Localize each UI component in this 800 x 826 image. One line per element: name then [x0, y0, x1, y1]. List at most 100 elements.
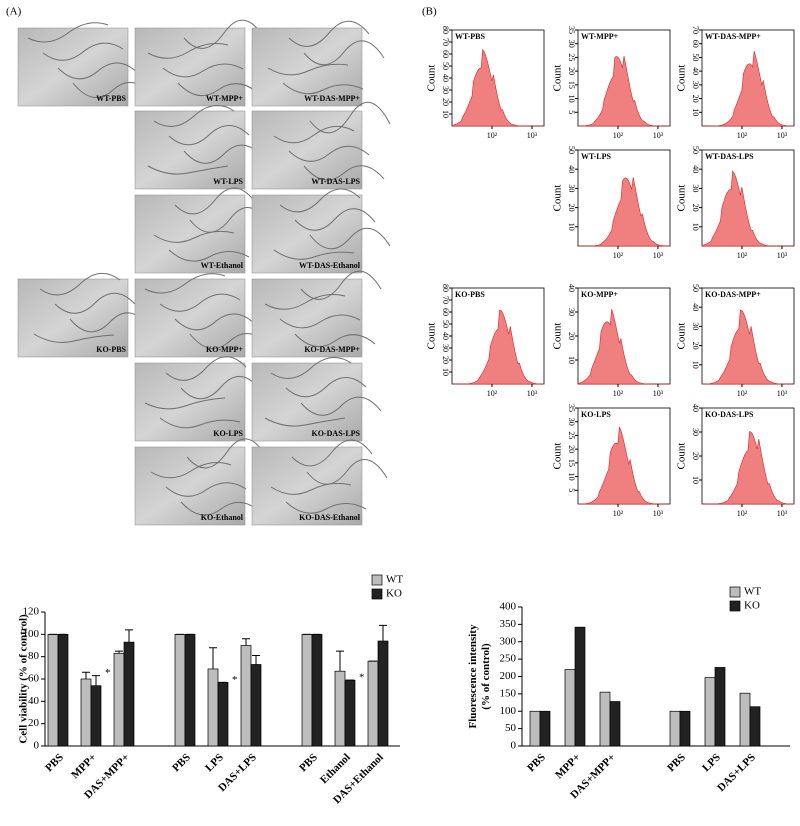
micrograph: [251, 362, 363, 442]
x-tick-label: 10²: [613, 131, 624, 140]
x-tick-label: MPP+: [69, 751, 99, 781]
bar: [334, 670, 346, 747]
histogram-area: [577, 55, 671, 127]
y-tick-label: 5: [567, 110, 576, 114]
y-tick-label: 20: [28, 717, 40, 729]
cell-outline: [288, 145, 370, 162]
micrograph-label: KO-MPP+: [206, 345, 243, 354]
cell-outline: [168, 125, 250, 146]
bar: [301, 633, 313, 747]
x-tick-label: DAS+LPS: [715, 751, 758, 794]
legend-label: KO: [386, 588, 402, 600]
bar: [207, 668, 219, 747]
histogram-label: KO-DAS-LPS: [705, 410, 754, 419]
y-tick-label: 10: [691, 223, 700, 231]
bar: [80, 678, 92, 747]
cell-outline: [174, 313, 256, 331]
y-axis-label: Count: [676, 323, 688, 350]
cell-outline: [27, 22, 109, 43]
x-tick-label: 10³: [777, 251, 788, 260]
y-tick-label: 20: [567, 67, 576, 75]
y-tick-label: 25: [567, 431, 576, 439]
y-tick-label: 60: [691, 40, 700, 48]
cell-outline: [180, 376, 262, 400]
histogram-label: WT-DAS-LPS: [705, 152, 754, 161]
x-tick-label: 10³: [653, 509, 664, 518]
micrograph-label: KO-Ethanol: [201, 513, 244, 522]
y-tick-label: 15: [567, 81, 576, 89]
x-tick-label: 10³: [527, 389, 538, 398]
cell-outline: [54, 292, 136, 314]
y-tick-label: 30: [441, 344, 450, 352]
micrograph-label: KO-LPS: [213, 429, 243, 438]
bar: [609, 701, 621, 747]
cell-outline: [39, 273, 121, 296]
y-tick-label: 30: [567, 418, 576, 426]
cell-outline: [291, 439, 373, 467]
bar: [123, 641, 135, 747]
y-tick-label: 50: [567, 146, 576, 154]
y-tick-label: 0: [511, 740, 517, 752]
cell-outline: [294, 208, 376, 231]
y-tick-label: 70: [691, 26, 700, 34]
legend-label: WT: [744, 586, 761, 598]
micrograph: [17, 278, 129, 358]
micrograph-label: WT-DAS-MPP+: [304, 94, 360, 103]
micrograph-label: WT-MPP+: [206, 94, 244, 103]
y-axis-label: Count: [552, 185, 564, 212]
y-tick-label: 35: [567, 26, 576, 34]
y-tick-label: 40: [691, 165, 700, 173]
y-tick-label: 40: [691, 303, 700, 311]
cell-outline: [309, 101, 391, 134]
y-tick-label: 30: [567, 184, 576, 192]
cell-outline: [300, 396, 382, 416]
y-tick-label: 20: [691, 452, 700, 460]
micrograph-label: WT-DAS-LPS: [311, 177, 360, 186]
x-tick-label: 10²: [613, 389, 624, 398]
y-tick-label: 100: [23, 628, 40, 640]
cell-outline: [300, 270, 382, 300]
bar: [529, 710, 541, 747]
y-tick-label: 60: [441, 50, 450, 58]
panel-a-label: (A): [6, 6, 22, 18]
cell-outline: [273, 249, 355, 260]
x-tick-label: 10³: [777, 389, 788, 398]
histogram-area: [701, 51, 795, 127]
x-tick-label: PBS: [43, 751, 66, 774]
y-tick-label: 400: [500, 601, 517, 613]
cell-outline: [294, 333, 376, 348]
y-tick-label: 15: [567, 459, 576, 467]
micrograph-label: WT-Ethanol: [201, 261, 244, 270]
y-tick-label: 10: [567, 356, 576, 364]
histogram-area: [451, 48, 544, 127]
bar: [739, 692, 751, 747]
micrograph-label: WT-PBS: [96, 94, 126, 103]
cell-outline: [303, 40, 385, 66]
y-tick-label: 20: [441, 98, 450, 106]
y-tick-label: 80: [28, 650, 40, 662]
micrograph-label: KO-DAS-Ethanol: [299, 513, 361, 522]
y-tick-label: 50: [441, 320, 450, 328]
y-tick-label: 0: [34, 740, 40, 752]
x-tick-label: PBS: [525, 751, 548, 774]
cell-outline: [168, 249, 250, 262]
x-tick-label: 10²: [487, 131, 498, 140]
cell-outline: [306, 459, 388, 485]
histogram-area: [701, 170, 794, 247]
y-axis-label: Count: [552, 323, 564, 350]
error-bar: [242, 638, 250, 646]
histogram-area: [577, 177, 671, 247]
bar: [599, 691, 611, 747]
significance-mark: *: [232, 674, 238, 686]
bar: [377, 640, 389, 747]
micrograph: [251, 27, 363, 107]
cell-outline: [144, 273, 226, 294]
bar: [174, 633, 186, 747]
cell-outline: [273, 125, 355, 144]
bar: [184, 633, 196, 747]
micrograph: [251, 194, 363, 274]
y-tick-label: 20: [441, 356, 450, 364]
error-bar: [209, 647, 217, 669]
y-tick-label: 40: [567, 165, 576, 173]
bar: [113, 652, 125, 747]
